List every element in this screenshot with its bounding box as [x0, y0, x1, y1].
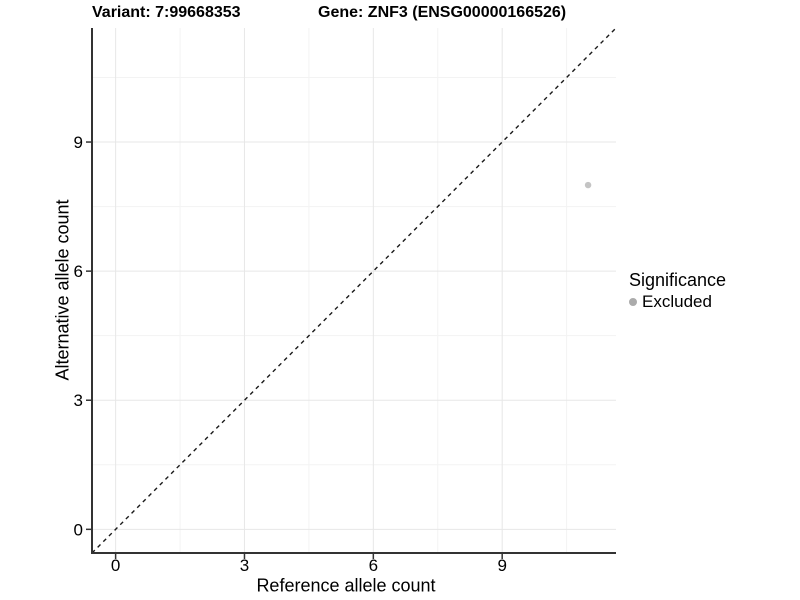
- legend: Significance Excluded: [629, 270, 726, 312]
- legend-item-label: Excluded: [642, 292, 712, 311]
- y-tick-label: 9: [74, 133, 83, 152]
- y-tick-label: 0: [74, 520, 83, 539]
- x-tick-label: 3: [240, 556, 249, 575]
- y-tick-label: 3: [74, 391, 83, 410]
- x-tick-label: 6: [369, 556, 378, 575]
- legend-point-icon: [629, 298, 637, 306]
- identity-dashed-line: [91, 27, 617, 554]
- y-axis-label: Alternative allele count: [52, 199, 73, 381]
- legend-title: Significance: [629, 270, 727, 290]
- x-tick-label: 9: [497, 556, 506, 575]
- x-axis-label: Reference allele count: [256, 575, 436, 596]
- gene-title: Gene: ZNF3 (ENSG00000166526): [318, 4, 567, 21]
- legend-item-excluded: Excluded: [629, 292, 726, 312]
- variant-title: Variant: 7:99668353: [92, 4, 241, 21]
- data-point: [584, 181, 592, 189]
- x-tick-label: 0: [111, 556, 120, 575]
- y-tick-label: 6: [74, 262, 83, 281]
